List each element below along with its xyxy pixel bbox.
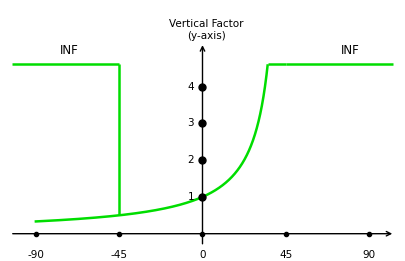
Text: 90: 90 [362,250,376,260]
Text: 2: 2 [188,155,194,165]
Text: 45: 45 [279,250,292,260]
Text: -90: -90 [28,250,44,260]
Text: 3: 3 [188,118,194,128]
Text: -45: -45 [111,250,128,260]
Text: Vertical Factor
(y-axis): Vertical Factor (y-axis) [169,19,243,40]
Text: 1: 1 [188,192,194,202]
Text: INF: INF [60,44,79,57]
Text: 4: 4 [188,81,194,92]
Text: INF: INF [341,44,360,57]
Text: 0: 0 [199,250,206,260]
